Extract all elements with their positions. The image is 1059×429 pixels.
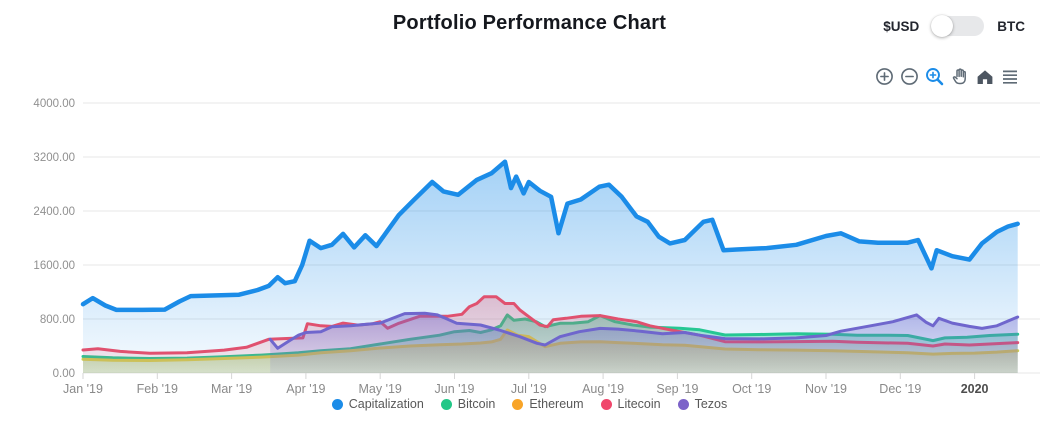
legend-item-tezos[interactable]: Tezos (677, 397, 728, 411)
x-axis-label: Apr '19 (286, 382, 325, 396)
reset-home-button[interactable] (974, 66, 995, 87)
box-zoom-icon (925, 67, 943, 85)
y-axis-label: 3200.00 (33, 152, 75, 164)
x-axis-label: Jan '19 (63, 382, 103, 396)
btc-label[interactable]: BTC (997, 18, 1025, 34)
x-axis-label: Oct '19 (732, 382, 771, 396)
series-area-capitalization (83, 161, 1018, 373)
y-axis-label: 1600.00 (33, 260, 75, 272)
zoom-out-icon (901, 68, 918, 85)
series-line-tezos (268, 311, 1020, 350)
home-icon (977, 69, 992, 84)
x-axis-label: Jul '19 (511, 382, 547, 396)
zoom-in-button[interactable] (874, 66, 895, 87)
legend-item-capitalization[interactable]: Capitalization (331, 397, 424, 411)
usd-label[interactable]: $USD (883, 18, 920, 34)
chart-area[interactable]: 0.00 800.00 1600.00 2400.00 3200.00 4000.00 Ja… (0, 95, 1059, 429)
y-axis-label: 2400.00 (33, 206, 75, 218)
box-zoom-button[interactable] (924, 66, 945, 87)
x-axis-label: Dec '19 (879, 382, 921, 396)
legend-label: Bitcoin (457, 397, 496, 411)
chart-legend: Capitalization Bitcoin Ethereum Litecoin Tez… (0, 397, 1059, 411)
legend-dot (512, 398, 524, 410)
y-axis-label: 0.00 (53, 368, 75, 380)
x-axis-label: May '19 (359, 382, 402, 396)
x-axis-label: 2020 (961, 382, 989, 396)
series-line-capitalization (80, 159, 1020, 313)
legend-item-litecoin[interactable]: Litecoin (600, 397, 661, 411)
x-axis-label: Jun '19 (435, 382, 475, 396)
pan-hand-icon (952, 67, 966, 84)
currency-toggle: $USD BTC (883, 15, 1025, 37)
performance-chart[interactable]: 0.00 800.00 1600.00 2400.00 3200.00 4000.00 Ja… (0, 95, 1059, 429)
x-axis-label: Nov '19 (805, 382, 847, 396)
legend-item-bitcoin[interactable]: Bitcoin (440, 397, 496, 411)
x-axis-label: Aug '19 (582, 382, 624, 396)
menu-icon (1002, 70, 1017, 84)
legend-item-ethereum[interactable]: Ethereum (512, 397, 584, 411)
legend-dot (331, 398, 343, 410)
menu-button[interactable] (999, 66, 1020, 87)
legend-dot (440, 398, 452, 410)
x-axis-label: Mar '19 (211, 382, 252, 396)
legend-label: Litecoin (617, 397, 661, 411)
zoom-in-icon (876, 68, 893, 85)
legend-dot (600, 398, 612, 410)
chart-toolbar (874, 66, 1020, 87)
legend-label: Capitalization (348, 397, 424, 411)
x-axis-label: Sep '19 (656, 382, 698, 396)
currency-switch[interactable] (931, 15, 985, 37)
series-area-tezos (270, 313, 1018, 373)
legend-label: Ethereum (529, 397, 584, 411)
legend-dot (677, 398, 689, 410)
zoom-out-button[interactable] (899, 66, 920, 87)
y-axis-label: 4000.00 (33, 98, 75, 110)
pan-button[interactable] (949, 66, 970, 87)
y-axis-label: 800.00 (40, 314, 75, 326)
legend-label: Tezos (694, 397, 728, 411)
x-axis-label: Feb '19 (137, 382, 178, 396)
switch-knob (931, 15, 954, 37)
page-title: Portfolio Performance Chart (392, 12, 667, 34)
